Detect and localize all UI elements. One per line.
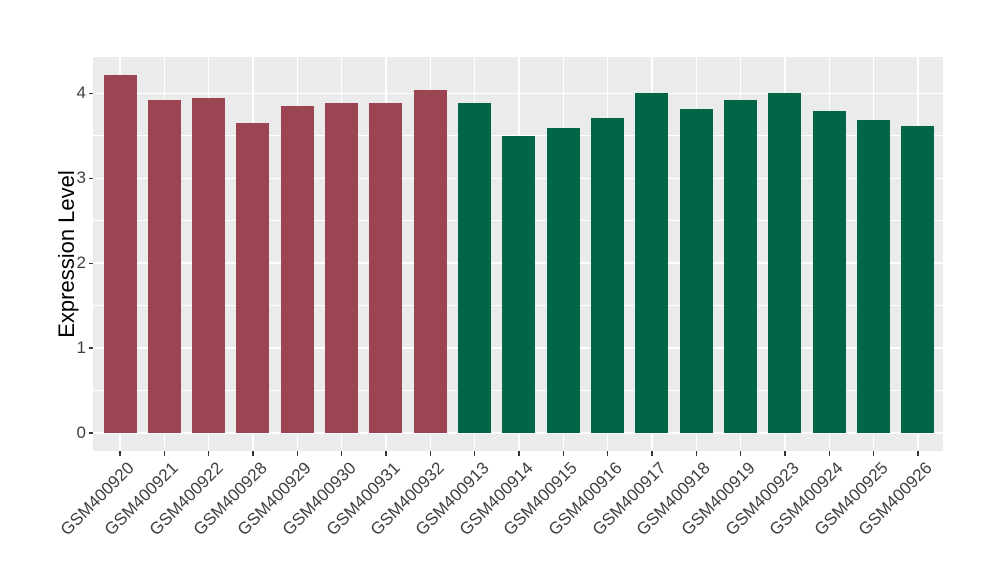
bar-GSM400928 — [236, 123, 270, 433]
x-tick-mark-GSM400920 — [119, 451, 121, 456]
x-tick-mark-GSM400924 — [828, 451, 830, 456]
plot-panel — [93, 57, 943, 451]
x-tick-mark-GSM400914 — [518, 451, 520, 456]
x-tick-mark-GSM400913 — [474, 451, 476, 456]
bar-GSM400923 — [768, 93, 802, 433]
bar-GSM400930 — [325, 102, 359, 433]
bar-GSM400920 — [103, 74, 137, 433]
x-tick-mark-GSM400923 — [784, 451, 786, 456]
y-tick-label-4: 4 — [76, 83, 86, 103]
bar-GSM400916 — [591, 117, 625, 433]
x-tick-mark-GSM400926 — [917, 451, 919, 456]
x-tick-mark-GSM400919 — [740, 451, 742, 456]
x-tick-mark-GSM400917 — [651, 451, 653, 456]
y-tick-label-0: 0 — [76, 423, 86, 442]
gridline-major-y-4 — [93, 92, 943, 94]
bar-GSM400914 — [502, 135, 536, 433]
bar-GSM400932 — [413, 89, 447, 433]
bar-GSM400917 — [635, 93, 669, 433]
bar-GSM400919 — [724, 100, 758, 433]
bar-GSM400925 — [857, 120, 891, 433]
y-tick-label-2: 2 — [76, 253, 86, 273]
y-tick-mark-0 — [88, 432, 93, 434]
x-tick-mark-GSM400929 — [296, 451, 298, 456]
bar-GSM400926 — [901, 125, 935, 433]
bar-GSM400924 — [812, 111, 846, 433]
bar-GSM400931 — [369, 103, 403, 433]
gridline-major-y-0 — [93, 432, 943, 434]
y-tick-mark-1 — [88, 347, 93, 349]
x-tick-mark-GSM400930 — [341, 451, 343, 456]
y-tick-mark-3 — [88, 177, 93, 179]
y-tick-label-3: 3 — [76, 168, 86, 188]
bar-GSM400921 — [147, 100, 181, 433]
bar-GSM400922 — [192, 98, 226, 433]
x-tick-mark-GSM400925 — [873, 451, 875, 456]
bar-GSM400929 — [280, 106, 314, 433]
x-tick-mark-GSM400921 — [163, 451, 165, 456]
y-tick-mark-4 — [88, 92, 93, 94]
x-tick-mark-GSM400916 — [607, 451, 609, 456]
x-tick-mark-GSM400922 — [208, 451, 210, 456]
y-tick-label-1: 1 — [76, 338, 86, 358]
x-tick-mark-GSM400931 — [385, 451, 387, 456]
bar-GSM400918 — [679, 108, 713, 433]
bar-GSM400913 — [458, 103, 492, 433]
x-tick-mark-GSM400932 — [429, 451, 431, 456]
y-tick-mark-2 — [88, 262, 93, 264]
x-tick-mark-GSM400928 — [252, 451, 254, 456]
bar-GSM400915 — [546, 128, 580, 433]
x-tick-mark-GSM400915 — [562, 451, 564, 456]
x-tick-mark-GSM400918 — [695, 451, 697, 456]
